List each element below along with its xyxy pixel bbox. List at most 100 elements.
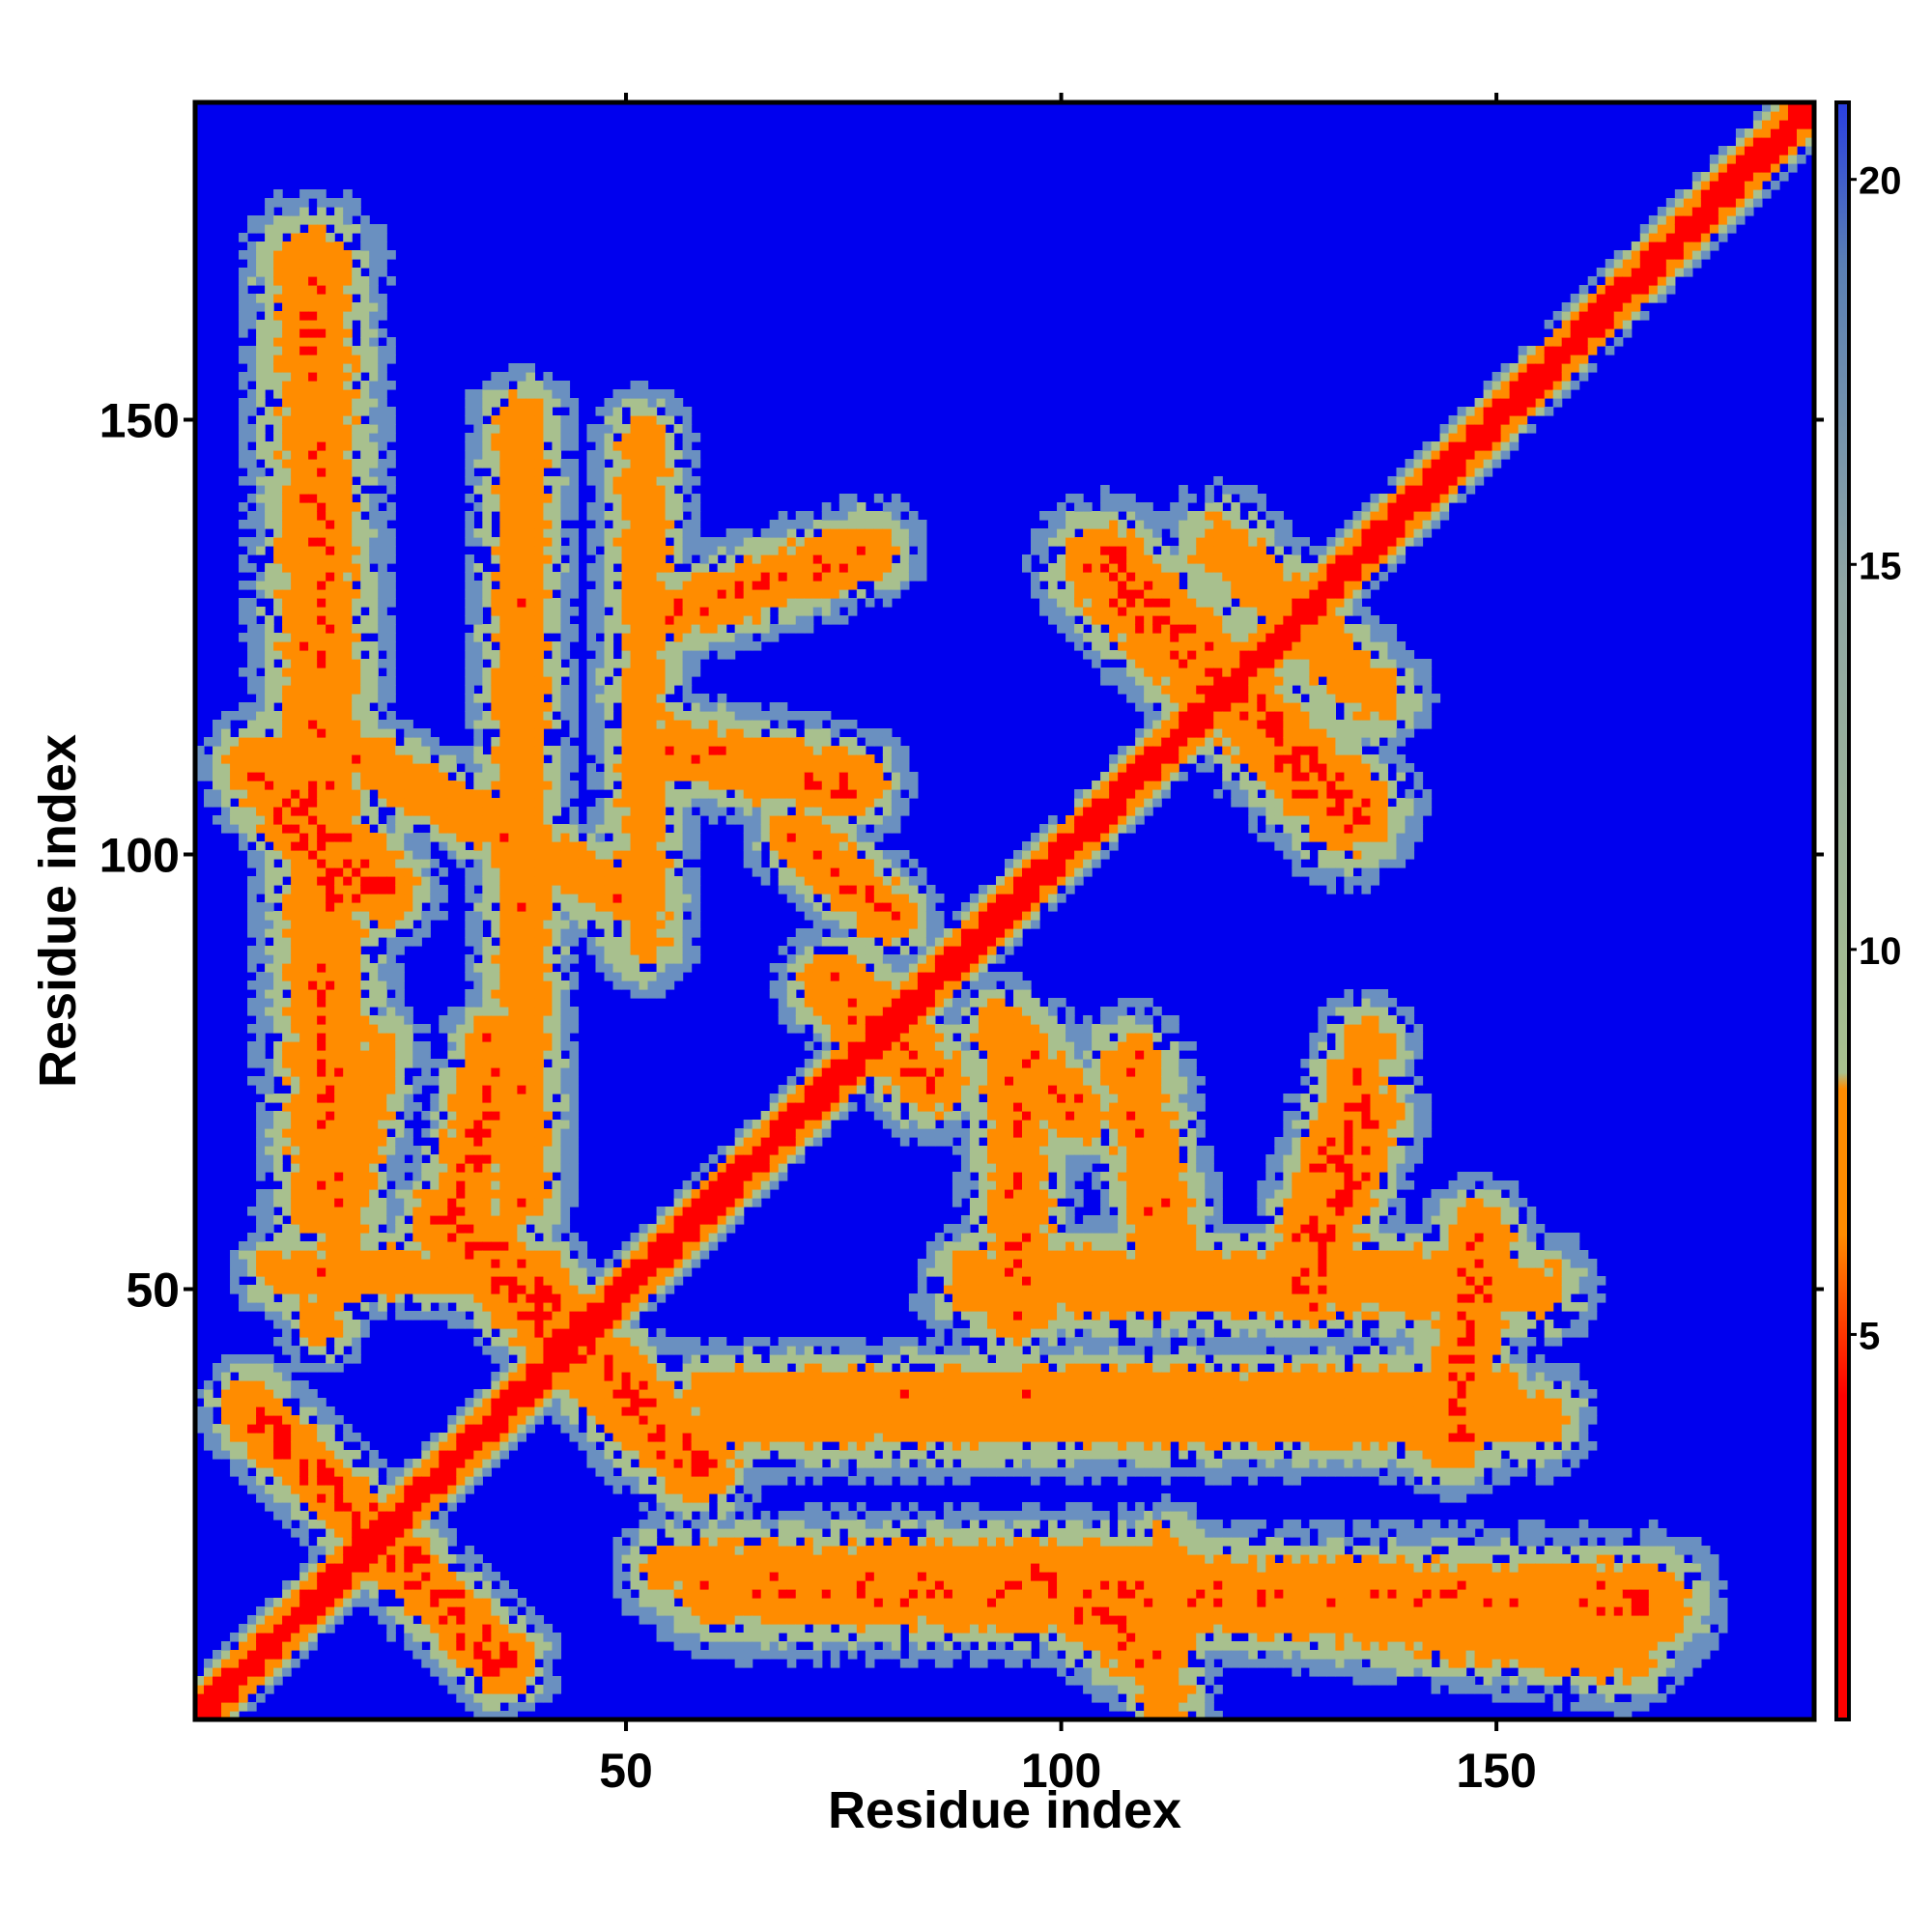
heatmap-cell <box>256 676 266 686</box>
heatmap-cell <box>473 1163 483 1173</box>
heatmap-cell <box>508 624 518 634</box>
heatmap-cell <box>586 1363 597 1373</box>
heatmap-cell <box>317 276 327 286</box>
heatmap-cell <box>412 928 422 938</box>
heatmap-cell <box>534 1267 545 1277</box>
heatmap-cell <box>543 876 554 886</box>
heatmap-cell <box>230 711 240 721</box>
heatmap-cell <box>473 1267 483 1277</box>
heatmap-cell <box>352 1094 361 1103</box>
heatmap-cell <box>534 1328 545 1338</box>
heatmap-cell <box>456 1163 466 1173</box>
heatmap-cell <box>595 1354 606 1364</box>
heatmap-cell <box>534 1172 545 1181</box>
heatmap-cell <box>439 1511 448 1520</box>
heatmap-cell <box>273 1154 283 1164</box>
heatmap-cell <box>299 867 309 877</box>
heatmap-cell <box>412 1207 422 1216</box>
heatmap-cell <box>508 589 518 599</box>
heatmap-cell <box>534 963 545 973</box>
heatmap-cell <box>517 581 527 590</box>
heatmap-cell <box>265 355 274 364</box>
heatmap-cell <box>369 537 379 547</box>
heatmap-cell <box>395 920 405 929</box>
heatmap-cell <box>360 937 370 947</box>
heatmap-cell <box>421 833 431 842</box>
heatmap-cell <box>282 911 292 921</box>
heatmap-cell <box>317 937 327 947</box>
heatmap-cell <box>282 1137 292 1147</box>
heatmap-cell <box>334 1311 344 1321</box>
heatmap-cell <box>256 1633 266 1642</box>
heatmap-cell <box>456 1128 466 1138</box>
heatmap-cell <box>326 1485 335 1494</box>
heatmap-cell <box>352 728 361 738</box>
heatmap-cell <box>343 633 353 642</box>
heatmap-cell <box>213 1398 222 1407</box>
heatmap-cell <box>534 1146 545 1155</box>
heatmap-cell <box>326 1050 335 1060</box>
heatmap-cell <box>421 1224 431 1234</box>
heatmap-cell <box>465 398 474 408</box>
heatmap-cell <box>456 1441 466 1451</box>
heatmap-cell <box>299 1363 309 1373</box>
heatmap-cell <box>404 911 413 921</box>
heatmap-cell <box>299 589 309 599</box>
heatmap-cell <box>412 728 422 738</box>
heatmap-cell <box>517 520 527 529</box>
heatmap-cell <box>378 398 387 408</box>
heatmap-cell <box>343 224 353 234</box>
heatmap-cell <box>517 1380 527 1390</box>
heatmap-cell <box>447 1537 457 1547</box>
heatmap-cell <box>421 1163 431 1173</box>
heatmap-cell <box>482 1433 492 1442</box>
heatmap-cell <box>430 772 440 781</box>
heatmap-cell <box>543 1224 554 1234</box>
heatmap-cell <box>291 1033 300 1042</box>
heatmap-cell <box>543 1659 554 1668</box>
heatmap-cell <box>230 1415 240 1425</box>
heatmap-cell <box>195 772 205 781</box>
heatmap-cell <box>308 1302 318 1312</box>
heatmap-cell <box>412 1085 422 1094</box>
heatmap-cell <box>369 328 379 338</box>
heatmap-cell <box>299 1128 309 1138</box>
heatmap-cell <box>195 1693 205 1703</box>
heatmap-cell <box>291 781 300 790</box>
heatmap-cell <box>299 198 309 208</box>
heatmap-cell <box>343 1293 353 1303</box>
heatmap-cell <box>465 494 474 503</box>
heatmap-cell <box>317 285 327 295</box>
heatmap-cell <box>552 650 562 660</box>
heatmap-cell <box>378 1076 387 1086</box>
heatmap-cell <box>378 1311 387 1321</box>
heatmap-cell <box>334 441 344 451</box>
heatmap-cell <box>456 841 466 851</box>
heatmap-cell <box>273 1459 283 1468</box>
heatmap-cell <box>317 1328 327 1338</box>
heatmap-cell <box>421 1589 431 1599</box>
heatmap-cell <box>482 720 492 729</box>
heatmap-cell <box>334 598 344 608</box>
heatmap-cell <box>534 772 545 781</box>
heatmap-cell <box>308 824 318 834</box>
heatmap-cell <box>499 1372 509 1381</box>
heatmap-cell <box>308 1363 318 1373</box>
heatmap-cell <box>369 1528 379 1538</box>
heatmap-cell <box>534 624 545 634</box>
heatmap-cell <box>386 546 396 555</box>
heatmap-cell <box>473 1711 483 1720</box>
heatmap-cell <box>543 1320 554 1329</box>
heatmap-cell <box>352 433 361 442</box>
heatmap-cell <box>317 441 327 451</box>
heatmap-cell <box>282 937 292 947</box>
heatmap-cell <box>334 207 344 216</box>
heatmap-cell <box>534 546 545 555</box>
heatmap-cell <box>230 1467 240 1477</box>
heatmap-cell <box>499 885 509 895</box>
heatmap-cell <box>465 1693 474 1703</box>
heatmap-cell <box>352 841 361 851</box>
heatmap-cell <box>265 1285 274 1294</box>
heatmap-cell <box>317 1172 327 1181</box>
heatmap-cell <box>282 511 292 521</box>
